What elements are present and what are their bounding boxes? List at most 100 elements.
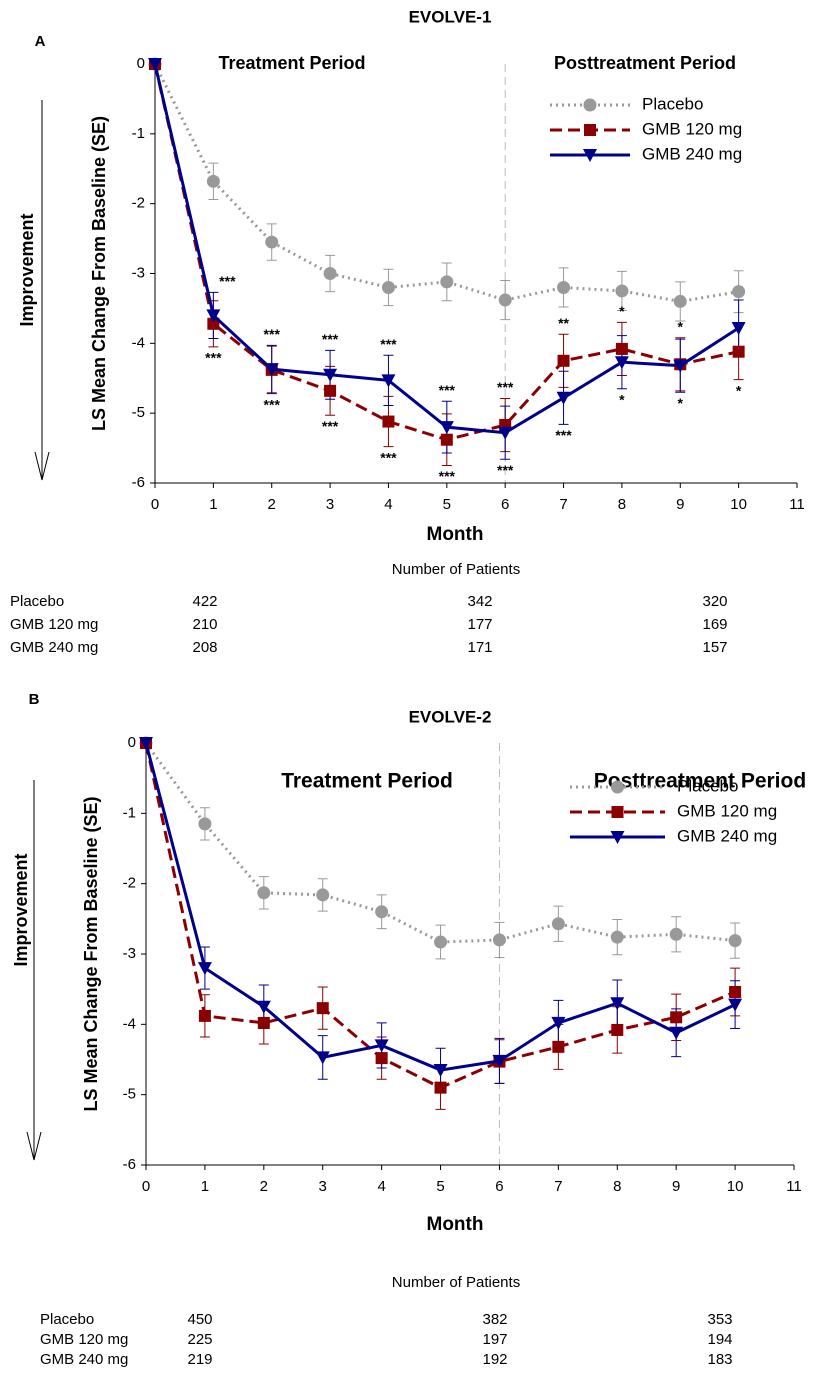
marker xyxy=(323,267,337,280)
legend-label: Placebo xyxy=(677,776,738,795)
panel-label: A xyxy=(35,33,46,50)
table-cell: 157 xyxy=(702,639,727,656)
marker xyxy=(615,342,628,355)
marker xyxy=(324,384,337,397)
significance-label: *** xyxy=(439,468,456,484)
marker xyxy=(556,391,571,405)
significance-label: *** xyxy=(497,462,514,478)
table-cell: 422 xyxy=(192,593,217,610)
marker xyxy=(669,927,683,941)
table-cell: 169 xyxy=(702,616,727,633)
significance-label: *** xyxy=(205,350,222,366)
x-tick-label: 3 xyxy=(326,496,334,513)
y-tick-label: 0 xyxy=(128,734,136,751)
x-tick-label: 2 xyxy=(268,496,276,513)
marker xyxy=(323,368,338,382)
marker xyxy=(669,1026,684,1040)
y-tick-label: -1 xyxy=(132,125,145,142)
table-cell: 208 xyxy=(192,639,217,656)
table-cell: 342 xyxy=(467,593,492,610)
marker xyxy=(139,737,153,750)
period-label: Treatment Period xyxy=(281,770,453,793)
marker xyxy=(670,1011,683,1024)
legend-label: GMB 120 mg xyxy=(642,119,742,138)
x-tick-label: 2 xyxy=(260,1178,268,1195)
x-tick-label: 5 xyxy=(436,1178,444,1195)
x-tick-label: 10 xyxy=(730,496,747,513)
marker xyxy=(611,806,624,818)
table-cell: 177 xyxy=(467,616,492,633)
legend-label: GMB 240 mg xyxy=(642,144,742,163)
marker xyxy=(673,294,687,308)
marker xyxy=(382,415,395,428)
marker xyxy=(256,1000,271,1014)
marker xyxy=(492,933,506,947)
legend-label: GMB 120 mg xyxy=(677,801,777,820)
marker xyxy=(673,359,688,373)
x-tick-label: 4 xyxy=(384,496,392,513)
table-cell: 194 xyxy=(707,1331,732,1348)
y-tick-label: -6 xyxy=(132,474,145,491)
significance-label: *** xyxy=(264,326,281,342)
marker xyxy=(610,831,625,844)
x-tick-label: 0 xyxy=(142,1178,150,1195)
table-cell: 210 xyxy=(192,616,217,633)
significance-label: *** xyxy=(219,273,236,289)
marker xyxy=(315,1051,330,1065)
y-tick-label: -5 xyxy=(123,1086,136,1103)
x-tick-label: 0 xyxy=(151,496,159,513)
y-tick-label: 0 xyxy=(137,55,145,72)
x-axis-label: Month xyxy=(427,524,484,545)
series-line xyxy=(144,742,736,944)
y-tick-label: -1 xyxy=(123,804,136,821)
table-cell: 183 xyxy=(707,1351,732,1368)
marker xyxy=(440,433,453,446)
y-axis-label: LS Mean Change From Baseline (SE) xyxy=(81,796,101,1111)
table-row-name: Placebo xyxy=(10,593,64,610)
marker xyxy=(433,1064,448,1078)
x-tick-label: 3 xyxy=(319,1178,327,1195)
marker xyxy=(611,780,624,794)
table-cell: 450 xyxy=(187,1311,212,1328)
y-tick-label: -4 xyxy=(123,1015,136,1032)
table-cell: 225 xyxy=(187,1331,212,1348)
direction-arrow xyxy=(34,100,50,481)
chart-title: EVOLVE-1 xyxy=(409,7,492,26)
direction-label: Improvement xyxy=(11,853,31,966)
marker xyxy=(584,124,596,136)
marker xyxy=(375,1052,388,1065)
marker xyxy=(610,997,625,1011)
table-cell: 171 xyxy=(467,639,492,656)
marker xyxy=(434,935,448,949)
x-axis-label: Month xyxy=(427,1214,484,1235)
x-tick-label: 7 xyxy=(554,1178,562,1195)
significance-label: * xyxy=(678,318,684,334)
marker xyxy=(615,284,629,298)
marker xyxy=(375,905,389,919)
marker xyxy=(207,317,220,330)
marker xyxy=(728,934,742,948)
y-tick-label: -3 xyxy=(123,945,136,962)
marker xyxy=(557,354,570,367)
y-axis-label: LS Mean Change From Baseline (SE) xyxy=(89,116,109,431)
marker xyxy=(611,1023,624,1036)
x-tick-label: 1 xyxy=(209,496,217,513)
marker xyxy=(197,962,212,976)
marker xyxy=(440,275,454,289)
y-tick-label: -5 xyxy=(132,404,145,421)
marker xyxy=(732,285,746,299)
marker xyxy=(434,1081,447,1094)
marker xyxy=(198,817,212,831)
significance-label: *** xyxy=(380,336,397,352)
significance-label: * xyxy=(619,303,625,319)
table-cell: 197 xyxy=(482,1331,507,1348)
marker xyxy=(498,426,513,440)
marker xyxy=(148,58,162,71)
chart-title: EVOLVE-2 xyxy=(409,707,492,726)
table-cell: 192 xyxy=(482,1351,507,1368)
marker xyxy=(316,888,330,902)
marker xyxy=(206,174,220,188)
x-tick-label: 1 xyxy=(201,1178,209,1195)
table-title: Number of Patients xyxy=(392,1274,520,1291)
marker xyxy=(557,280,571,294)
